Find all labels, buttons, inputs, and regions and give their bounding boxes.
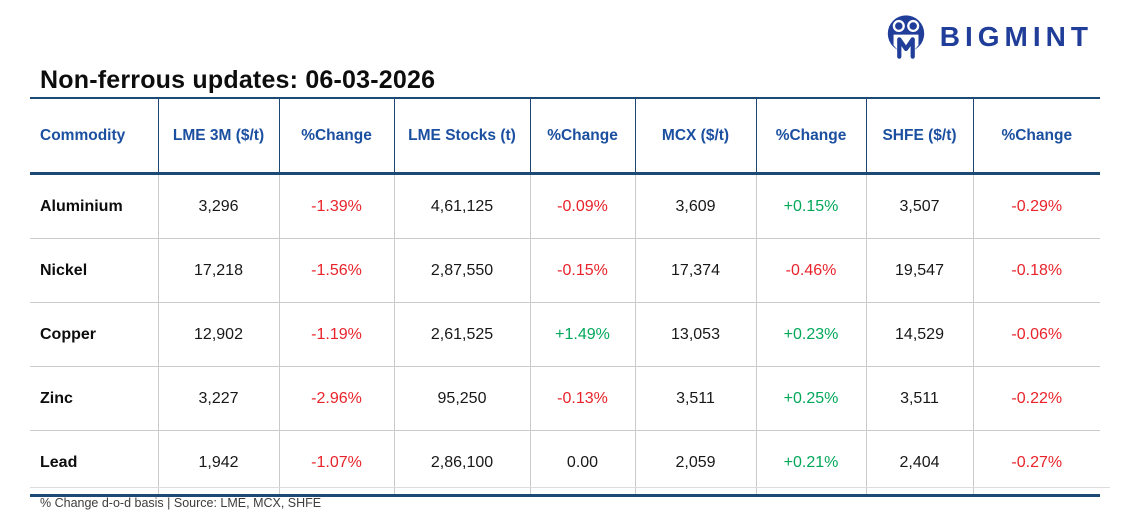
value-cell: 1,942	[158, 430, 280, 497]
pct-change-cell: -1.39%	[279, 173, 395, 239]
value-cell: 2,86,100	[394, 430, 531, 497]
value-cell: 3,227	[158, 366, 280, 431]
pct-change-cell: +0.23%	[756, 302, 867, 367]
commodity-cell: Nickel	[30, 238, 159, 303]
value-cell: 2,404	[866, 430, 974, 497]
commodity-cell: Aluminium	[30, 173, 159, 239]
column-header: %Change	[756, 98, 867, 175]
pct-change-cell: -0.27%	[973, 430, 1100, 497]
commodity-cell: Lead	[30, 430, 159, 497]
pct-change-cell: -1.19%	[279, 302, 395, 367]
pct-change-cell: +0.21%	[756, 430, 867, 497]
value-cell: 95,250	[394, 366, 531, 431]
pct-change-cell: -0.15%	[530, 238, 636, 303]
table-row: Zinc 3,227 -2.96% 95,250 -0.13% 3,511 +0.25% 3,…	[30, 366, 1100, 431]
column-header: %Change	[973, 98, 1100, 175]
value-cell: 17,374	[635, 238, 757, 303]
value-cell: 19,547	[866, 238, 974, 303]
column-header: LME Stocks (t)	[394, 98, 531, 175]
column-header: MCX ($/t)	[635, 98, 757, 175]
bigmint-logo-icon	[883, 12, 929, 61]
table-row: Lead 1,942 -1.07% 2,86,100 0.00 2,059 +0.21% 2,…	[30, 430, 1100, 497]
prices-table: Commodity LME 3M ($/t) %Change LME Stocks (…	[30, 97, 1100, 497]
table-body: Aluminium 3,296 -1.39% 4,61,125 -0.09% 3,609 +…	[30, 173, 1100, 497]
value-cell: 2,61,525	[394, 302, 531, 367]
pct-change-cell: -0.18%	[973, 238, 1100, 303]
pct-change-cell: -1.56%	[279, 238, 395, 303]
column-header: LME 3M ($/t)	[158, 98, 280, 175]
pct-change-cell: -0.46%	[756, 238, 867, 303]
pct-change-cell: -0.06%	[973, 302, 1100, 367]
table-header-row: Commodity LME 3M ($/t) %Change LME Stocks (…	[30, 98, 1100, 175]
pct-change-cell: -2.96%	[279, 366, 395, 431]
table-row: Copper 12,902 -1.19% 2,61,525 +1.49% 13,053 +0…	[30, 302, 1100, 367]
value-cell: 2,059	[635, 430, 757, 497]
value-cell: 3,296	[158, 173, 280, 239]
commodity-cell: Zinc	[30, 366, 159, 431]
value-cell: 3,507	[866, 173, 974, 239]
value-cell: 14,529	[866, 302, 974, 367]
column-header: Commodity	[30, 98, 159, 175]
pct-change-cell: -0.29%	[973, 173, 1100, 239]
value-cell: 17,218	[158, 238, 280, 303]
table-container: Commodity LME 3M ($/t) %Change LME Stocks (…	[30, 97, 1100, 497]
column-header: SHFE ($/t)	[866, 98, 974, 175]
pct-change-cell: +1.49%	[530, 302, 636, 367]
value-cell: 4,61,125	[394, 173, 531, 239]
column-header: %Change	[530, 98, 636, 175]
value-cell: 12,902	[158, 302, 280, 367]
brand-header: BIGMINT	[883, 12, 1093, 61]
commodity-cell: Copper	[30, 302, 159, 367]
page-title: Non-ferrous updates: 06-03-2026	[40, 66, 436, 94]
pct-change-cell: -0.13%	[530, 366, 636, 431]
pct-change-cell: +0.15%	[756, 173, 867, 239]
pct-change-cell: -0.09%	[530, 173, 636, 239]
value-cell: 3,511	[866, 366, 974, 431]
pct-change-cell: -0.22%	[973, 366, 1100, 431]
pct-change-cell: +0.25%	[756, 366, 867, 431]
value-cell: 3,609	[635, 173, 757, 239]
value-cell: 13,053	[635, 302, 757, 367]
footnote: % Change d-o-d basis | Source: LME, MCX,…	[30, 487, 1110, 510]
pct-change-cell: -1.07%	[279, 430, 395, 497]
table-row: Nickel 17,218 -1.56% 2,87,550 -0.15% 17,374 -0…	[30, 238, 1100, 303]
value-cell: 0.00	[530, 430, 636, 497]
table-row: Aluminium 3,296 -1.39% 4,61,125 -0.09% 3,609 +…	[30, 173, 1100, 239]
value-cell: 3,511	[635, 366, 757, 431]
brand-name: BIGMINT	[939, 20, 1093, 52]
value-cell: 2,87,550	[394, 238, 531, 303]
column-header: %Change	[279, 98, 395, 175]
